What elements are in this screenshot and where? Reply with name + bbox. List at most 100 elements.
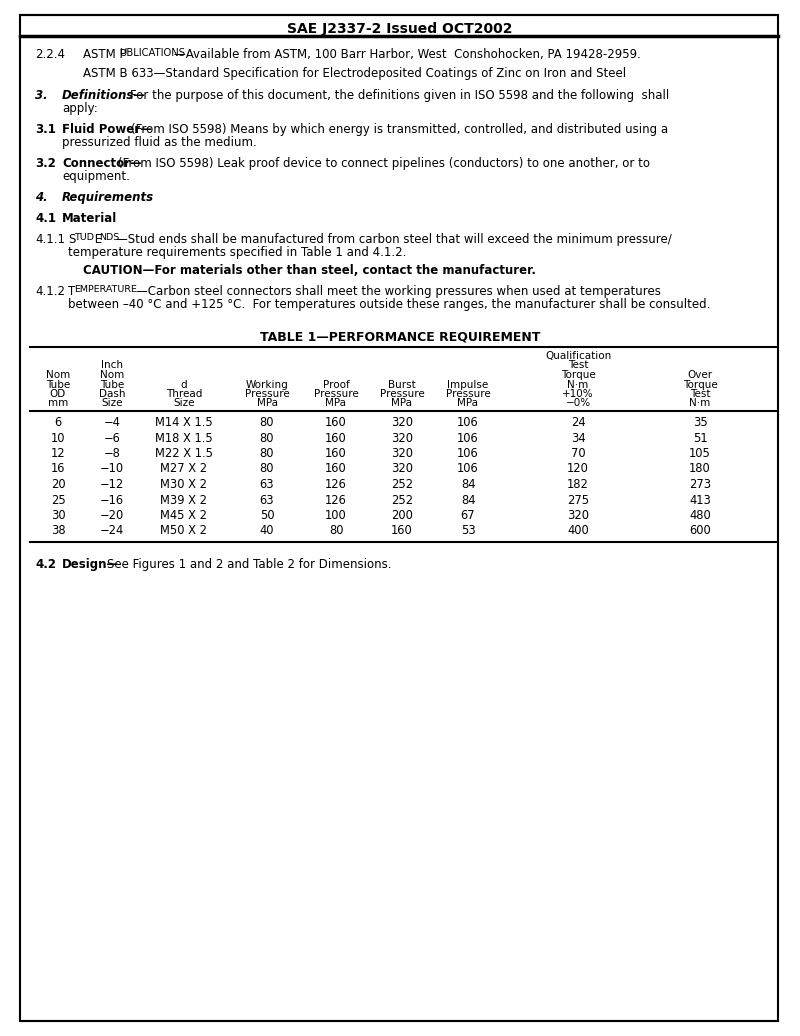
Text: 38: 38	[50, 524, 66, 538]
Text: −10: −10	[100, 462, 124, 476]
Text: 20: 20	[50, 478, 66, 491]
Text: 50: 50	[260, 509, 274, 522]
Text: Over: Over	[687, 370, 713, 380]
Text: 70: 70	[570, 447, 586, 460]
Text: Burst: Burst	[388, 379, 416, 390]
Text: −4: −4	[103, 416, 121, 429]
Text: 4.1: 4.1	[35, 212, 56, 225]
Text: 12: 12	[50, 447, 66, 460]
Text: temperature requirements specified in Table 1 and 4.1.2.: temperature requirements specified in Ta…	[68, 246, 406, 259]
Text: (From ISO 5598) Means by which energy is transmitted, controlled, and distribute: (From ISO 5598) Means by which energy is…	[131, 123, 668, 136]
Text: 84: 84	[461, 478, 475, 491]
Text: 180: 180	[689, 462, 711, 476]
Text: M22 X 1.5: M22 X 1.5	[155, 447, 213, 460]
Text: MPa: MPa	[391, 399, 413, 408]
Text: 63: 63	[260, 493, 274, 507]
Text: 200: 200	[391, 509, 413, 522]
Text: TUD: TUD	[74, 233, 94, 242]
Text: Pressure: Pressure	[245, 388, 290, 399]
Text: Size: Size	[174, 399, 194, 408]
Text: Working: Working	[246, 379, 288, 390]
Text: —Available from ASTM, 100 Barr Harbor, West  Conshohocken, PA 19428-2959.: —Available from ASTM, 100 Barr Harbor, W…	[174, 48, 641, 61]
Text: 10: 10	[50, 432, 66, 444]
Text: between –40 °C and +125 °C.  For temperatures outside these ranges, the manufact: between –40 °C and +125 °C. For temperat…	[68, 298, 710, 311]
Text: 126: 126	[325, 493, 347, 507]
Text: 16: 16	[50, 462, 66, 476]
Text: d: d	[181, 379, 187, 390]
Text: T: T	[68, 285, 75, 298]
Text: OD: OD	[50, 388, 66, 399]
Text: MPa: MPa	[326, 399, 346, 408]
Text: 106: 106	[457, 416, 479, 429]
Text: M50 X 2: M50 X 2	[161, 524, 207, 538]
Text: Connector—: Connector—	[62, 157, 142, 170]
Text: 80: 80	[329, 524, 343, 538]
Text: Proof: Proof	[322, 379, 350, 390]
Text: 84: 84	[461, 493, 475, 507]
Text: 35: 35	[693, 416, 707, 429]
Text: Torque: Torque	[561, 370, 595, 380]
Text: 34: 34	[570, 432, 586, 444]
Text: 51: 51	[693, 432, 707, 444]
Text: 160: 160	[325, 416, 347, 429]
Text: Design—: Design—	[62, 558, 119, 571]
Text: Qualification: Qualification	[545, 351, 611, 361]
Text: Fluid Power—: Fluid Power—	[62, 123, 152, 136]
Text: UBLICATIONS: UBLICATIONS	[119, 48, 185, 58]
Text: 3.1: 3.1	[35, 123, 56, 136]
Text: Tube: Tube	[46, 379, 70, 390]
Text: 252: 252	[391, 478, 413, 491]
Text: 160: 160	[391, 524, 413, 538]
Text: Dash: Dash	[98, 388, 126, 399]
Text: 160: 160	[325, 462, 347, 476]
Text: −6: −6	[103, 432, 121, 444]
Text: Size: Size	[102, 399, 122, 408]
Text: 24: 24	[570, 416, 586, 429]
Text: 100: 100	[325, 509, 347, 522]
Text: 25: 25	[50, 493, 66, 507]
Text: 160: 160	[325, 447, 347, 460]
Text: For the purpose of this document, the definitions given in ISO 5598 and the foll: For the purpose of this document, the de…	[130, 89, 670, 102]
Text: —Stud ends shall be manufactured from carbon steel that will exceed the minimum : —Stud ends shall be manufactured from ca…	[116, 233, 672, 246]
Text: SAE J2337-2 Issued OCT2002: SAE J2337-2 Issued OCT2002	[287, 22, 513, 36]
Text: 105: 105	[689, 447, 711, 460]
Text: 252: 252	[391, 493, 413, 507]
Text: Pressure: Pressure	[314, 388, 358, 399]
Text: N·m: N·m	[690, 399, 710, 408]
Text: 480: 480	[689, 509, 711, 522]
Text: 320: 320	[567, 509, 589, 522]
Text: Inch: Inch	[101, 361, 123, 371]
Text: 6: 6	[54, 416, 62, 429]
Text: M27 X 2: M27 X 2	[161, 462, 207, 476]
Text: 2.2.4: 2.2.4	[35, 48, 65, 61]
Text: 4.: 4.	[35, 191, 48, 204]
Text: EMPERATURE: EMPERATURE	[74, 285, 137, 294]
Text: 63: 63	[260, 478, 274, 491]
Text: MPa: MPa	[257, 399, 278, 408]
Text: ASTM P: ASTM P	[83, 48, 126, 61]
Text: 320: 320	[391, 447, 413, 460]
Text: +10%: +10%	[562, 388, 594, 399]
Text: Test: Test	[568, 361, 588, 371]
Text: Nom: Nom	[100, 370, 124, 380]
Text: 120: 120	[567, 462, 589, 476]
Text: 320: 320	[391, 416, 413, 429]
Text: 320: 320	[391, 462, 413, 476]
Text: −16: −16	[100, 493, 124, 507]
Text: M45 X 2: M45 X 2	[161, 509, 207, 522]
Text: (From ISO 5598) Leak proof device to connect pipelines (conductors) to one anoth: (From ISO 5598) Leak proof device to con…	[118, 157, 650, 170]
Text: 4.1.2: 4.1.2	[35, 285, 65, 298]
Text: 413: 413	[689, 493, 711, 507]
Text: Material: Material	[62, 212, 118, 225]
Text: 320: 320	[391, 432, 413, 444]
Text: −12: −12	[100, 478, 124, 491]
Text: M30 X 2: M30 X 2	[161, 478, 207, 491]
Text: TABLE 1—PERFORMANCE REQUIREMENT: TABLE 1—PERFORMANCE REQUIREMENT	[260, 330, 540, 344]
Text: 3.2: 3.2	[35, 157, 56, 170]
Text: NDS: NDS	[99, 233, 119, 242]
Text: 40: 40	[260, 524, 274, 538]
Text: 80: 80	[260, 432, 274, 444]
Text: 53: 53	[461, 524, 475, 538]
Text: −24: −24	[100, 524, 124, 538]
Text: 67: 67	[461, 509, 475, 522]
